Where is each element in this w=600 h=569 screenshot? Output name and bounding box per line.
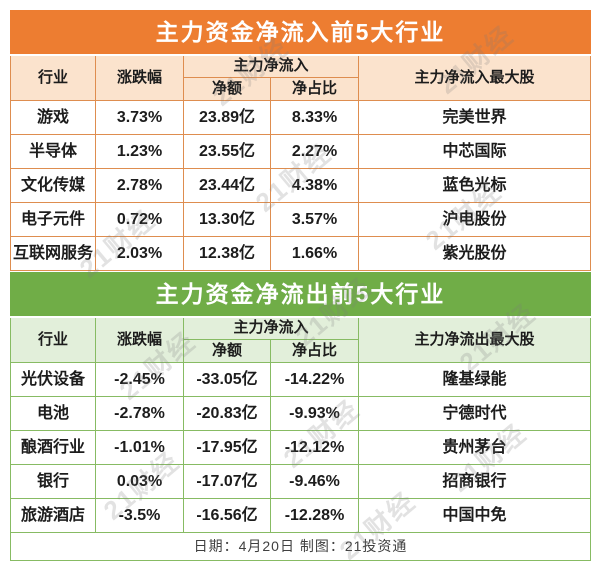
cell-net-amount: -17.07亿 bbox=[183, 464, 271, 499]
cell-net-ratio: 4.38% bbox=[270, 168, 359, 203]
cell-top-stock: 招商银行 bbox=[357, 464, 592, 499]
inflow-header-row: 行业 涨跌幅 主力净流入 主力净流入最大股 bbox=[10, 54, 592, 101]
footer-row: 日期：4月20日 制图：21投资通 bbox=[9, 532, 592, 561]
cell-change: 0.03% bbox=[95, 464, 184, 499]
outflow-row-5: 旅游酒店 -3.5% -16.56亿 -12.28% 中国中免 bbox=[10, 498, 592, 533]
cell-net-amount: -16.56亿 bbox=[183, 498, 271, 533]
cell-industry: 电池 bbox=[10, 396, 96, 431]
cell-industry: 互联网服务 bbox=[10, 236, 96, 271]
cell-change: 2.78% bbox=[95, 168, 184, 203]
inflow-title: 主力资金净流入前5大行业 bbox=[9, 10, 592, 56]
cell-change: -1.01% bbox=[95, 430, 184, 465]
cell-net-ratio: 2.27% bbox=[270, 134, 359, 169]
cell-industry: 文化传媒 bbox=[10, 168, 96, 203]
inflow-row-1: 游戏 3.73% 23.89亿 8.33% 完美世界 bbox=[10, 100, 592, 135]
outflow-row-3: 酿酒行业 -1.01% -17.95亿 -12.12% 贵州茅台 bbox=[10, 430, 592, 465]
outflow-col-header-net-amount: 净额 bbox=[183, 339, 271, 363]
cell-top-stock: 中芯国际 bbox=[357, 134, 592, 169]
inflow-col-header-net-amount: 净额 bbox=[183, 77, 271, 101]
inflow-row-4: 电子元件 0.72% 13.30亿 3.57% 沪电股份 bbox=[10, 202, 592, 237]
inflow-row-2: 半导体 1.23% 23.55亿 2.27% 中芯国际 bbox=[10, 134, 592, 169]
outflow-banner-row: 主力资金净流出前5大行业 bbox=[9, 272, 592, 318]
cell-change: 2.03% bbox=[95, 236, 184, 271]
cell-net-amount: -33.05亿 bbox=[183, 362, 271, 397]
outflow-header-row: 行业 涨跌幅 主力净流入 主力净流出最大股 bbox=[10, 316, 592, 363]
cell-change: 1.23% bbox=[95, 134, 184, 169]
outflow-col-header-top-stock: 主力净流出最大股 bbox=[357, 316, 592, 363]
cell-industry: 光伏设备 bbox=[10, 362, 96, 397]
outflow-subheader-row: 净额 净占比 bbox=[11, 339, 591, 363]
cell-net-ratio: -12.12% bbox=[270, 430, 359, 465]
outflow-col-header-industry: 行业 bbox=[10, 316, 96, 363]
cell-industry: 银行 bbox=[10, 464, 96, 499]
inflow-col-header-net-ratio: 净占比 bbox=[270, 77, 359, 101]
cell-top-stock: 中国中免 bbox=[357, 498, 592, 533]
outflow-title: 主力资金净流出前5大行业 bbox=[9, 272, 592, 318]
inflow-row-3: 文化传媒 2.78% 23.44亿 4.38% 蓝色光标 bbox=[10, 168, 592, 203]
inflow-col-header-industry: 行业 bbox=[10, 54, 96, 101]
inflow-banner-row: 主力资金净流入前5大行业 bbox=[9, 10, 592, 56]
cell-top-stock: 宁德时代 bbox=[357, 396, 592, 431]
cell-change: -2.78% bbox=[95, 396, 184, 431]
cell-net-amount: 23.44亿 bbox=[183, 168, 271, 203]
outflow-col-header-net-ratio: 净占比 bbox=[270, 339, 359, 363]
cell-industry: 酿酒行业 bbox=[10, 430, 96, 465]
cell-net-ratio: -9.93% bbox=[270, 396, 359, 431]
cell-net-amount: 13.30亿 bbox=[183, 202, 271, 237]
cell-change: 0.72% bbox=[95, 202, 184, 237]
cell-change: -3.5% bbox=[95, 498, 184, 533]
cell-net-amount: 12.38亿 bbox=[183, 236, 271, 271]
cell-net-amount: 23.55亿 bbox=[183, 134, 271, 169]
cell-industry: 电子元件 bbox=[10, 202, 96, 237]
cell-net-amount: -17.95亿 bbox=[183, 430, 271, 465]
inflow-col-header-flow-group: 主力净流入 bbox=[183, 54, 359, 78]
cell-net-ratio: 1.66% bbox=[270, 236, 359, 271]
outflow-col-header-flow-group: 主力净流入 bbox=[183, 316, 359, 340]
inflow-col-header-change: 涨跌幅 bbox=[95, 54, 184, 101]
outflow-row-4: 银行 0.03% -17.07亿 -9.46% 招商银行 bbox=[10, 464, 592, 499]
cell-net-ratio: -12.28% bbox=[270, 498, 359, 533]
footer-note: 日期：4月20日 制图：21投资通 bbox=[9, 532, 592, 561]
cell-net-ratio: 3.57% bbox=[270, 202, 359, 237]
cell-industry: 游戏 bbox=[10, 100, 96, 135]
cell-change: 3.73% bbox=[95, 100, 184, 135]
cell-change: -2.45% bbox=[95, 362, 184, 397]
cell-top-stock: 紫光股份 bbox=[357, 236, 592, 271]
outflow-col-header-change: 涨跌幅 bbox=[95, 316, 184, 363]
cell-industry: 半导体 bbox=[10, 134, 96, 169]
outflow-row-2: 电池 -2.78% -20.83亿 -9.93% 宁德时代 bbox=[10, 396, 592, 431]
cell-top-stock: 沪电股份 bbox=[357, 202, 592, 237]
cell-industry: 旅游酒店 bbox=[10, 498, 96, 533]
outflow-table: 主力资金净流出前5大行业 行业 涨跌幅 主力净流入 主力净流出最大股 净额 净占… bbox=[9, 272, 592, 561]
cell-net-ratio: -14.22% bbox=[270, 362, 359, 397]
inflow-table: 主力资金净流入前5大行业 行业 涨跌幅 主力净流入 主力净流入最大股 净额 净占… bbox=[9, 10, 592, 271]
inflow-col-header-top-stock: 主力净流入最大股 bbox=[357, 54, 592, 101]
cell-net-amount: -20.83亿 bbox=[183, 396, 271, 431]
cell-top-stock: 隆基绿能 bbox=[357, 362, 592, 397]
cell-top-stock: 蓝色光标 bbox=[357, 168, 592, 203]
cell-net-ratio: 8.33% bbox=[270, 100, 359, 135]
cell-top-stock: 完美世界 bbox=[357, 100, 592, 135]
outflow-row-1: 光伏设备 -2.45% -33.05亿 -14.22% 隆基绿能 bbox=[10, 362, 592, 397]
inflow-row-5: 互联网服务 2.03% 12.38亿 1.66% 紫光股份 bbox=[10, 236, 592, 271]
cell-net-amount: 23.89亿 bbox=[183, 100, 271, 135]
cell-top-stock: 贵州茅台 bbox=[357, 430, 592, 465]
cell-net-ratio: -9.46% bbox=[270, 464, 359, 499]
